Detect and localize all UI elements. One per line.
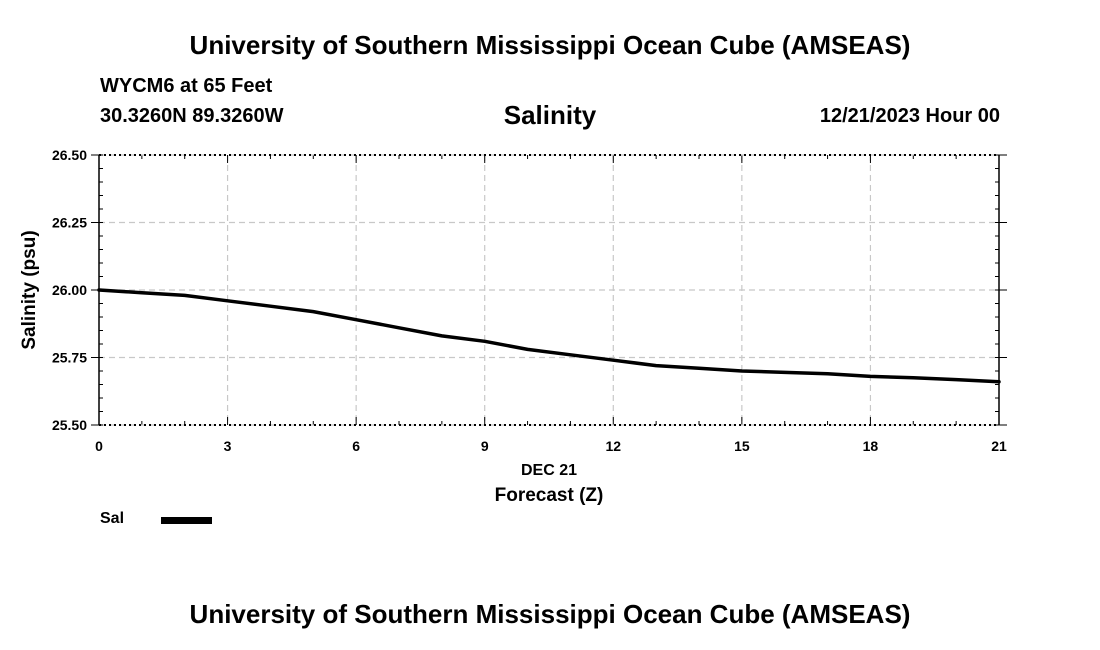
x-tick-label: 21 (991, 438, 1007, 454)
station-label: WYCM6 at 65 Feet (100, 75, 273, 97)
y-tick-label: 26.50 (52, 147, 87, 163)
page-title: University of Southern Mississippi Ocean… (189, 30, 911, 60)
legend-label: Sal (100, 510, 125, 527)
x-tick-label: 12 (605, 438, 621, 454)
datetime-label: 12/21/2023 Hour 00 (819, 105, 1000, 127)
x-tick-label: 18 (863, 438, 879, 454)
legend-swatch (161, 517, 212, 524)
y-tick-label: 25.75 (52, 350, 87, 366)
y-tick-label: 25.50 (52, 417, 87, 433)
x-tick-label: 15 (734, 438, 750, 454)
series-line-sal (97, 288, 1001, 384)
x-tick-label: 6 (352, 438, 360, 454)
x-tick-label: 0 (95, 438, 103, 454)
x-tick-label: 3 (224, 438, 232, 454)
x-axis-label: Forecast (Z) (495, 485, 604, 506)
chart-title: Salinity (503, 100, 597, 130)
y-tick-label: 26.00 (52, 282, 87, 298)
x-tick-label: 9 (481, 438, 489, 454)
x-axis-date-label: DEC 21 (521, 462, 577, 479)
y-tick-label: 26.25 (52, 215, 87, 231)
footer-title: University of Southern Mississippi Ocean… (189, 599, 911, 629)
coordinates-label: 30.3260N 89.3260W (100, 105, 284, 127)
y-axis-label: Salinity (psu) (19, 230, 40, 349)
